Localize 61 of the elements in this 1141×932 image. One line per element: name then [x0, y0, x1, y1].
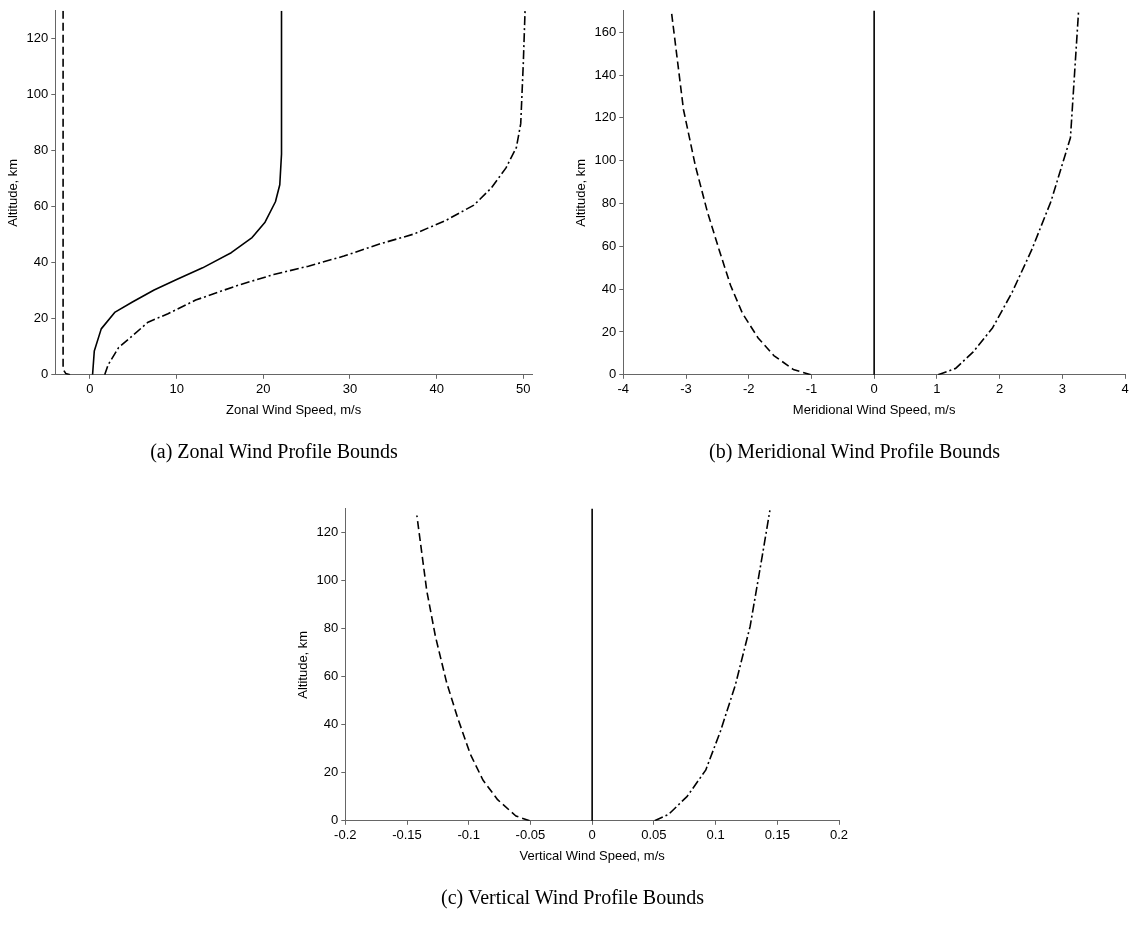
text: (c) Vertical Wind Profile Bounds [440, 886, 705, 909]
x-tick-label: 0 [870, 381, 878, 397]
y-tick-label: 20 [323, 764, 339, 780]
x-tick-label: 3 [1058, 381, 1066, 397]
y-tick-label: 40 [323, 716, 339, 732]
y-tick-label: 40 [601, 280, 617, 296]
x-axis-title: Zonal Wind Speed, m/s [226, 401, 362, 417]
y-tick-label: 100 [316, 572, 339, 588]
x-tick-label: 0 [86, 381, 94, 397]
y-tick-label: 80 [323, 620, 339, 636]
y-tick-label: 120 [316, 524, 339, 540]
x-tick-label: 50 [516, 381, 531, 397]
y-tick-label: 0 [331, 812, 339, 828]
x-tick-label: -0.05 [515, 827, 546, 843]
y-tick-label: 120 [594, 109, 617, 125]
line-series [653, 509, 771, 821]
x-tick-label: 40 [429, 381, 444, 397]
x-tick-label: 10 [169, 381, 184, 397]
x-tick-label: 2 [995, 381, 1004, 397]
y-axis-title: Altitude, km [573, 158, 589, 227]
x-tick-label: 4 [1121, 381, 1129, 397]
y-tick-label: 80 [601, 195, 617, 211]
line-series [670, 12, 812, 375]
x-tick-label: 0.1 [706, 827, 725, 843]
y-tick-label: 100 [26, 86, 49, 102]
y-tick-label: 160 [594, 23, 617, 39]
y-tick-label: 140 [594, 66, 617, 82]
y-axis-title: Altitude, km [5, 158, 21, 227]
y-tick-label: 80 [33, 142, 49, 158]
x-tick-label: -0.2 [334, 827, 357, 843]
y-axis-title: Altitude, km [295, 630, 311, 699]
text: (b) Meridional Wind Profile Bounds [708, 440, 1001, 463]
x-tick-label: -0.1 [457, 827, 480, 843]
y-tick-label: 20 [601, 323, 617, 339]
x-tick-label: 0.05 [641, 827, 667, 843]
x-axis-title: Meridional Wind Speed, m/s [792, 401, 956, 417]
line-series [416, 514, 531, 821]
y-tick-label: 100 [594, 152, 617, 168]
y-tick-label: 0 [41, 366, 49, 382]
x-tick-label: 20 [256, 381, 271, 397]
text: (a) Zonal Wind Profile Bounds [149, 440, 399, 463]
x-tick-label: -1 [805, 381, 818, 397]
x-tick-label: -2 [742, 381, 755, 397]
x-tick-label: -0.15 [392, 827, 422, 843]
x-axis-title: Vertical Wind Speed, m/s [519, 847, 666, 863]
y-tick-label: 20 [33, 310, 49, 326]
y-tick-label: 60 [323, 668, 339, 684]
y-tick-label: 0 [609, 366, 617, 382]
x-tick-label: 1 [933, 381, 941, 397]
x-tick-label: 30 [342, 381, 358, 397]
x-tick-label: -3 [680, 381, 692, 397]
y-tick-label: 120 [26, 30, 49, 46]
line-series [937, 10, 1080, 375]
y-tick-label: 60 [601, 237, 617, 253]
x-tick-label: -4 [617, 381, 630, 397]
y-tick-label: 40 [33, 254, 49, 270]
x-tick-label: 0.2 [829, 827, 849, 843]
x-tick-label: 0.15 [764, 827, 790, 843]
line-series [62, 10, 71, 375]
line-series [103, 10, 526, 375]
y-tick-label: 60 [33, 198, 49, 214]
